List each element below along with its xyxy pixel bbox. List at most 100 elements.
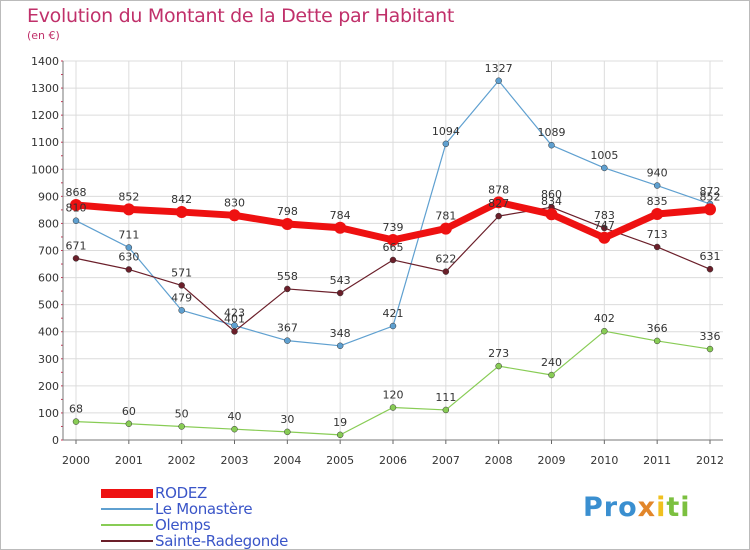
data-point-sainte-radegonde [284,285,291,293]
y-tick-label: 1200 [31,109,59,122]
legend-item-olemps: Olemps [101,516,211,534]
x-tick-label: 2005 [326,454,354,467]
data-label-sainte-radegonde: 543 [330,274,351,287]
data-point-sainte-radegonde [653,243,661,251]
data-label-rodez: 830 [224,196,245,209]
x-tick-label: 2002 [168,454,196,467]
data-label-olemps: 336 [700,330,721,343]
data-label-rodez: 834 [541,195,562,208]
data-point-rodez [598,231,611,244]
data-point-sainte-radegonde [601,224,608,232]
data-point-rodez [122,203,135,216]
data-label-le-monast-re: 940 [647,167,668,180]
proxiti-logo: Proxiti [583,492,691,523]
y-tick-label: 200 [38,380,59,393]
data-point-olemps [72,418,80,425]
data-point-sainte-radegonde [178,282,185,289]
data-label-sainte-radegonde: 783 [594,209,615,222]
data-point-rodez [387,233,399,246]
data-label-sainte-radegonde: 631 [700,250,721,263]
data-label-le-monast-re: 348 [330,327,351,340]
data-label-sainte-radegonde: 665 [383,241,404,254]
data-point-le-monast-re [284,337,291,344]
x-tick-label: 2010 [590,454,618,467]
data-label-olemps: 273 [488,347,509,360]
data-label-rodez: 798 [277,205,298,218]
data-point-rodez [281,217,294,230]
data-point-sainte-radegonde [442,268,450,275]
data-label-olemps: 50 [175,407,189,420]
chart-subtitle: (en €) [27,29,60,42]
data-point-le-monast-re [72,217,80,224]
legend-label: Sainte-Radegonde [155,532,289,550]
data-point-rodez [334,221,347,234]
x-tick-label: 2008 [485,454,513,467]
data-point-olemps [231,425,238,433]
data-label-sainte-radegonde: 630 [118,250,139,263]
data-point-rodez [70,199,82,212]
data-label-le-monast-re: 872 [700,185,721,198]
data-point-sainte-radegonde [389,256,397,264]
legend-label: RODEZ [155,484,208,502]
data-label-le-monast-re: 810 [66,202,87,215]
data-point-olemps [548,371,555,379]
data-label-rodez: 842 [171,193,192,206]
data-point-rodez [492,196,505,209]
x-tick-label: 2006 [379,454,407,467]
data-label-olemps: 366 [647,322,668,335]
data-label-olemps: 19 [333,416,347,429]
x-tick-label: 2011 [643,454,671,467]
data-point-sainte-radegonde [495,212,502,220]
data-point-olemps [442,406,450,414]
data-label-rodez: 784 [330,209,351,222]
data-point-rodez [439,222,452,235]
x-tick-label: 2007 [432,454,460,467]
legend-item-sainte-radegonde: Sainte-Radegonde [101,532,289,550]
data-point-le-monast-re [389,322,397,330]
x-tick-label: 2009 [538,454,566,467]
data-point-olemps [336,431,344,439]
data-point-le-monast-re [442,140,450,148]
data-point-le-monast-re [336,342,344,350]
logo-part: ti [666,492,691,523]
data-label-olemps: 30 [280,413,294,426]
data-label-olemps: 120 [383,389,404,402]
y-tick-label: 1000 [31,163,59,176]
y-tick-label: 400 [38,326,59,339]
y-tick-label: 0 [52,434,59,447]
x-tick-label: 2000 [62,454,90,467]
data-label-sainte-radegonde: 401 [224,312,245,325]
data-label-olemps: 40 [228,410,242,423]
data-label-sainte-radegonde: 571 [171,266,192,279]
data-point-rodez [651,207,664,220]
legend-item-rodez: RODEZ [101,484,208,502]
data-point-rodez [228,209,241,222]
data-label-sainte-radegonde: 713 [647,228,668,241]
y-tick-label: 300 [38,353,59,366]
data-point-olemps [178,423,185,430]
legend-label: Olemps [155,516,211,534]
y-tick-label: 1100 [31,136,59,149]
data-point-sainte-radegonde [125,266,133,273]
data-point-sainte-radegonde [72,255,80,262]
y-tick-label: 500 [38,299,59,312]
y-tick-label: 900 [38,190,59,203]
x-tick-label: 2004 [273,454,301,467]
data-label-le-monast-re: 479 [171,291,192,304]
y-tick-label: 700 [38,245,59,258]
data-point-le-monast-re [548,141,555,149]
x-tick-label: 2012 [696,454,724,467]
y-tick-label: 100 [38,407,59,420]
data-point-olemps [389,404,397,411]
legend-swatch [101,508,153,510]
legend-swatch [101,524,153,526]
legend-label: Le Monastère [155,500,253,518]
data-label-sainte-radegonde: 671 [66,239,87,252]
data-point-rodez [545,208,558,221]
chart-title: Evolution du Montant de la Dette par Hab… [27,5,455,27]
data-label-rodez: 852 [700,190,721,203]
data-label-olemps: 402 [594,312,615,325]
data-point-le-monast-re [178,307,185,314]
